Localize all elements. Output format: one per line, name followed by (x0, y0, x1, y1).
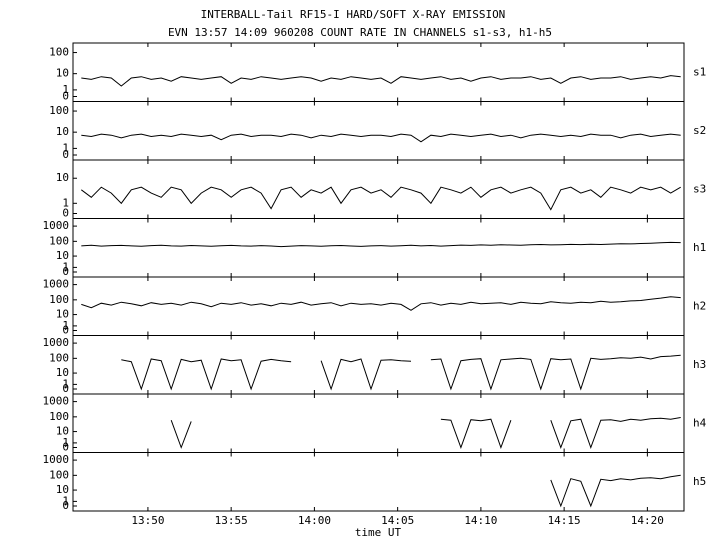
y-tick-label: 1 (62, 141, 69, 154)
panel-label: h5 (693, 475, 706, 488)
x-tick-label: 14:15 (548, 514, 581, 527)
series-line (81, 186, 681, 211)
y-tick-label: 10 (56, 249, 69, 262)
series-line (550, 474, 681, 508)
chart-subtitle: EVN 13:57 14:09 960208 COUNT RATE IN CHA… (168, 26, 552, 39)
y-tick-label: 1 (62, 260, 69, 273)
series-line (81, 241, 681, 248)
y-tick-label: 0 (62, 324, 69, 337)
x-tick-label: 14:05 (381, 514, 414, 527)
y-tick-label: 10 (56, 308, 69, 321)
y-tick-label: 10 (56, 171, 69, 184)
y-tick-label: 100 (49, 104, 69, 117)
x-axis-label: time UT (355, 526, 402, 539)
y-tick-label: 1 (62, 436, 69, 449)
y-tick-label: 100 (49, 351, 69, 364)
chart-title: INTERBALL-Tail RF15-I HARD/SOFT X-RAY EM… (201, 8, 506, 21)
y-tick-label: 0 (62, 90, 69, 103)
x-tick-label: 14:10 (464, 514, 497, 527)
y-tick-label: 10 (56, 125, 69, 138)
y-tick-label: 10 (56, 425, 69, 438)
panel-label: s3 (693, 182, 706, 195)
y-tick-label: 10 (56, 67, 69, 80)
panel-frame (72, 452, 685, 512)
y-tick-label: 100 (49, 293, 69, 306)
panel-label: h2 (693, 299, 706, 312)
y-tick-label: 1 (62, 83, 69, 96)
panel-label: s1 (693, 65, 706, 78)
series-line (121, 354, 681, 391)
panel-label: h1 (693, 241, 706, 254)
x-tick-label: 14:20 (631, 514, 664, 527)
y-tick-label: 1000 (43, 453, 70, 466)
panel-label: s2 (693, 124, 706, 137)
y-tick-label: 100 (49, 46, 69, 59)
y-tick-label: 1 (62, 494, 69, 507)
y-tick-label: 1000 (43, 219, 70, 232)
y-tick-label: 1 (62, 319, 69, 332)
series-line (170, 417, 681, 449)
y-tick-label: 0 (62, 499, 69, 512)
panel-label: h4 (693, 416, 707, 429)
series-line (81, 296, 681, 311)
y-tick-label: 1000 (43, 395, 70, 408)
y-tick-label: 1 (62, 196, 69, 209)
y-tick-label: 0 (62, 382, 69, 395)
y-tick-label: 0 (62, 148, 69, 161)
y-tick-label: 100 (49, 234, 69, 247)
y-tick-label: 10 (56, 366, 69, 379)
x-tick-label: 13:55 (215, 514, 248, 527)
y-tick-label: 1000 (43, 278, 70, 291)
series-line (81, 75, 681, 87)
series-line (81, 133, 681, 143)
y-tick-label: 10 (56, 483, 69, 496)
panel-label: h3 (693, 358, 706, 371)
y-tick-label: 0 (62, 441, 69, 454)
x-tick-label: 13:50 (131, 514, 164, 527)
y-tick-label: 1 (62, 377, 69, 390)
x-tick-label: 14:00 (298, 514, 331, 527)
y-tick-label: 0 (62, 207, 69, 220)
y-tick-label: 0 (62, 265, 69, 278)
y-tick-label: 1000 (43, 336, 70, 349)
y-tick-label: 100 (49, 410, 69, 423)
y-tick-label: 100 (49, 468, 69, 481)
